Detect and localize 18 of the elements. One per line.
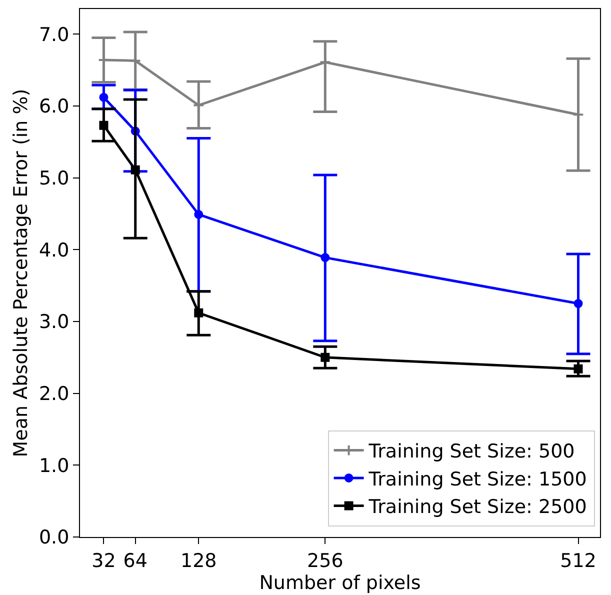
legend-label: Training Set Size: 2500 <box>368 496 587 518</box>
x-tick-label: 64 <box>123 550 148 572</box>
y-tick-label: 6.0 <box>38 96 70 118</box>
x-tick-label: 128 <box>180 550 217 572</box>
y-tick-label: 7.0 <box>38 24 70 46</box>
y-axis-title: Mean Absolute Percentage Error (in %) <box>10 88 32 458</box>
x-tick-label: 32 <box>92 550 116 572</box>
x-tick-label: 256 <box>307 550 344 572</box>
x-tick-label: 512 <box>560 550 596 572</box>
y-tick-label: 2.0 <box>38 382 70 405</box>
y-tick-label: 0.0 <box>38 526 70 549</box>
y-tick-label: 4.0 <box>38 239 70 262</box>
y-tick-label: 1.0 <box>38 454 70 477</box>
y-tick-label: 3.0 <box>38 311 70 334</box>
legend-label: Training Set Size: 1500 <box>368 468 587 490</box>
y-tick-label: 5.0 <box>38 167 70 190</box>
x-axis-title: Number of pixels <box>259 572 421 594</box>
legend-label: Training Set Size: 500 <box>368 440 575 463</box>
